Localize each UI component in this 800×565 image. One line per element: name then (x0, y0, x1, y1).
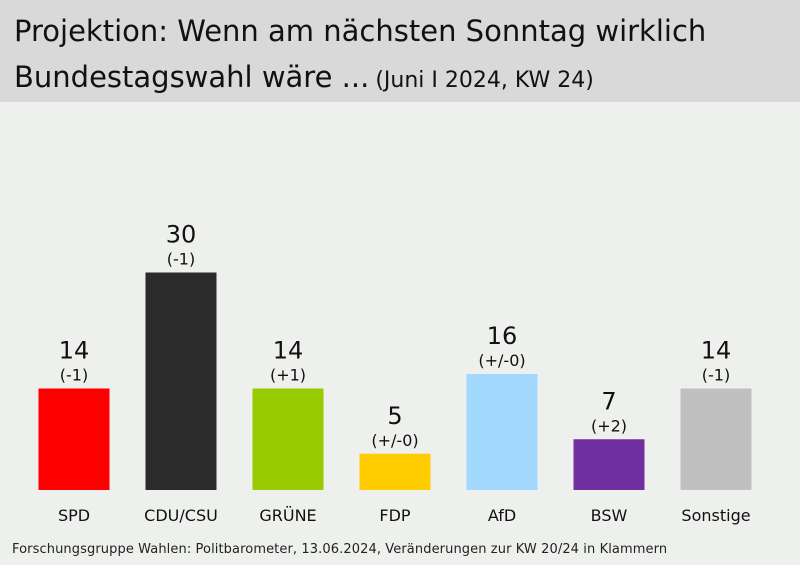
category-label: BSW (591, 506, 628, 525)
change-label: (+/-0) (371, 431, 418, 450)
bar-sonstige (680, 388, 752, 490)
change-label: (-1) (167, 250, 195, 269)
bar-fdp (359, 453, 431, 490)
source-footnote: Forschungsgruppe Wahlen: Politbarometer,… (12, 542, 668, 557)
category-label: GRÜNE (259, 506, 316, 525)
bar-spd (38, 388, 110, 490)
category-label: FDP (379, 506, 411, 525)
value-label: 14 (273, 337, 304, 365)
chart-title-line2-text: Bundestagswahl wäre ... (14, 60, 370, 94)
change-label: (+1) (270, 366, 306, 385)
value-label: 7 (601, 387, 616, 415)
bar-chart: 14(-1)SPD30(-1)CDU/CSU14(+1)GRÜNE5(+/-0)… (38, 221, 752, 525)
chart-title-line1: Projektion: Wenn am nächsten Sonntag wir… (14, 14, 707, 48)
value-label: 30 (166, 221, 197, 249)
value-label: 14 (701, 337, 732, 365)
category-label: AfD (488, 506, 516, 525)
change-label: (+/-0) (478, 351, 525, 370)
value-label: 16 (487, 322, 518, 350)
category-label: Sonstige (681, 506, 750, 525)
bar-bsw (573, 439, 645, 490)
change-label: (+2) (591, 416, 627, 435)
header: Projektion: Wenn am nächsten Sonntag wir… (0, 0, 800, 102)
bar-afd (466, 374, 538, 490)
chart-subtitle: (Juni I 2024, KW 24) (375, 68, 594, 93)
change-label: (-1) (702, 366, 730, 385)
value-label: 5 (387, 402, 402, 430)
change-label: (-1) (60, 366, 88, 385)
bar-gr-ne (252, 388, 324, 490)
chart-title-line2: Bundestagswahl wäre ... (Juni I 2024, KW … (14, 60, 594, 94)
value-label: 14 (59, 337, 90, 365)
bar-cdu-csu (145, 272, 217, 490)
category-label: CDU/CSU (144, 506, 218, 525)
category-label: SPD (58, 506, 90, 525)
